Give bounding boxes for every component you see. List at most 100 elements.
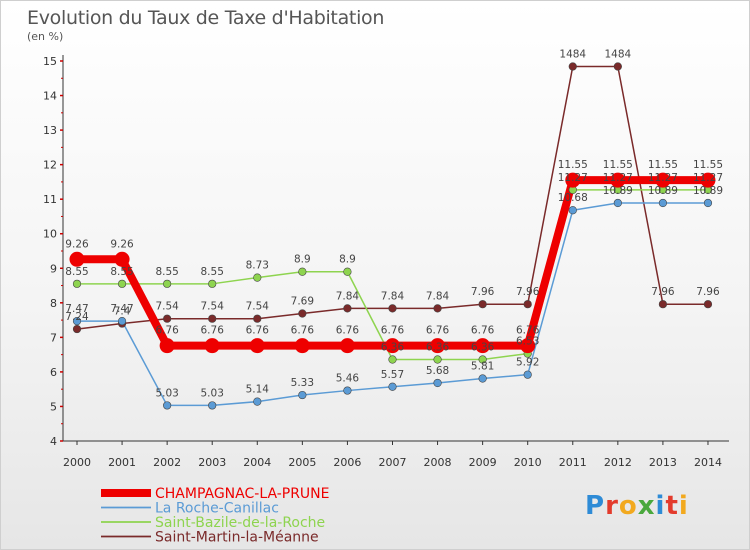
data-label: 6.76	[336, 325, 360, 337]
logo-letter: o	[618, 491, 638, 521]
x-tick-label: 2006	[333, 456, 361, 469]
data-point	[384, 338, 400, 354]
x-tick-label: 2009	[469, 456, 497, 469]
data-label: 6.36	[426, 341, 450, 353]
data-point	[253, 397, 262, 406]
data-point	[298, 309, 307, 318]
data-label: 1484	[559, 49, 586, 61]
legend-label: La Roche-Canillac	[155, 501, 279, 517]
x-tick-label: 2012	[604, 456, 632, 469]
y-tick-label: 6	[50, 366, 57, 379]
data-label: 5.92	[516, 357, 539, 369]
data-label: 10.68	[558, 192, 588, 204]
logo-letter: P	[585, 491, 606, 521]
data-label: 11.55	[558, 159, 588, 171]
data-label: 6.76	[291, 325, 315, 337]
chart-unit-label: (en %)	[27, 30, 64, 43]
data-point	[253, 273, 262, 282]
data-label: 5.81	[471, 360, 494, 372]
data-point	[117, 279, 127, 288]
data-point	[433, 378, 442, 388]
chart-title: Evolution du Taux de Taxe d'Habitation	[27, 7, 385, 29]
x-tick-label: 2007	[378, 456, 406, 469]
logo-letter: r	[605, 491, 619, 521]
data-point	[249, 338, 265, 354]
data-point	[117, 317, 127, 326]
data-label: 8.55	[65, 266, 88, 278]
data-label: 5.14	[246, 384, 270, 396]
data-label: 10.89	[603, 185, 633, 197]
data-point	[388, 355, 397, 364]
data-label: 7.84	[426, 290, 450, 302]
data-point	[568, 62, 577, 71]
data-label: 7.84	[381, 290, 405, 302]
x-tick-label: 2008	[424, 456, 452, 469]
data-label: 11.55	[603, 159, 633, 171]
data-label: 7.54	[155, 301, 179, 313]
data-label: 7.96	[516, 286, 540, 298]
data-point	[163, 314, 172, 323]
data-label: 6.76	[155, 325, 179, 337]
legend-label: Saint-Bazile-de-la-Roche	[155, 515, 325, 531]
data-label: 7.24	[65, 311, 89, 323]
data-label: 5.03	[155, 387, 178, 399]
y-tick-label: 10	[43, 228, 57, 241]
x-tick-label: 2013	[649, 456, 677, 469]
data-label: 5.33	[291, 377, 314, 389]
data-label: 6.76	[246, 325, 270, 337]
y-tick-label: 14	[43, 90, 57, 103]
data-label: 5.03	[201, 387, 224, 399]
data-point	[388, 304, 397, 313]
data-label: 11.27	[693, 172, 723, 184]
data-point	[159, 338, 175, 354]
x-tick-label: 2001	[108, 456, 136, 469]
data-label: 6.36	[381, 341, 405, 353]
y-tick-label: 7	[50, 331, 57, 344]
data-label: 8.55	[155, 266, 178, 278]
data-point	[204, 338, 220, 354]
data-label: 9.26	[65, 238, 89, 250]
data-label: 8.73	[246, 260, 269, 272]
data-point	[343, 304, 352, 313]
x-tick-label: 2014	[694, 456, 722, 469]
y-tick-label: 11	[43, 193, 57, 206]
data-point	[478, 355, 487, 364]
data-point	[613, 62, 622, 71]
data-label: 6.76	[381, 325, 405, 337]
y-tick-label: 8	[50, 297, 57, 310]
data-point	[163, 279, 172, 288]
data-point	[343, 267, 352, 276]
data-point	[520, 338, 536, 354]
data-label: 6.76	[471, 325, 495, 337]
data-point	[343, 386, 352, 395]
data-point	[523, 370, 532, 379]
x-tick-label: 2004	[243, 456, 271, 469]
legend-label: Saint-Martin-la-Méanne	[155, 530, 319, 546]
proxiti-logo: Proxiti	[585, 491, 689, 521]
data-point	[700, 172, 716, 188]
logo-letter: i	[655, 491, 666, 521]
data-point	[208, 279, 217, 288]
data-point	[72, 279, 82, 288]
data-label: 8.55	[201, 266, 224, 278]
y-tick-label: 5	[50, 400, 57, 413]
data-label: 11.27	[603, 172, 633, 184]
data-point	[433, 355, 442, 364]
data-label: 7.69	[291, 296, 314, 308]
data-label: 7.54	[246, 301, 270, 313]
data-label: 6.53	[516, 336, 539, 348]
x-tick-label: 2011	[559, 456, 587, 469]
data-label: 5.57	[381, 369, 404, 381]
data-point	[253, 314, 262, 323]
y-tick-label: 9	[50, 262, 57, 275]
logo-letter: t	[665, 491, 679, 521]
data-point	[658, 300, 668, 309]
x-tick-label: 2005	[288, 456, 316, 469]
data-point	[114, 251, 130, 267]
data-point	[475, 338, 491, 354]
data-point	[294, 338, 310, 354]
data-label: 11.27	[558, 172, 588, 184]
data-point	[610, 172, 626, 188]
